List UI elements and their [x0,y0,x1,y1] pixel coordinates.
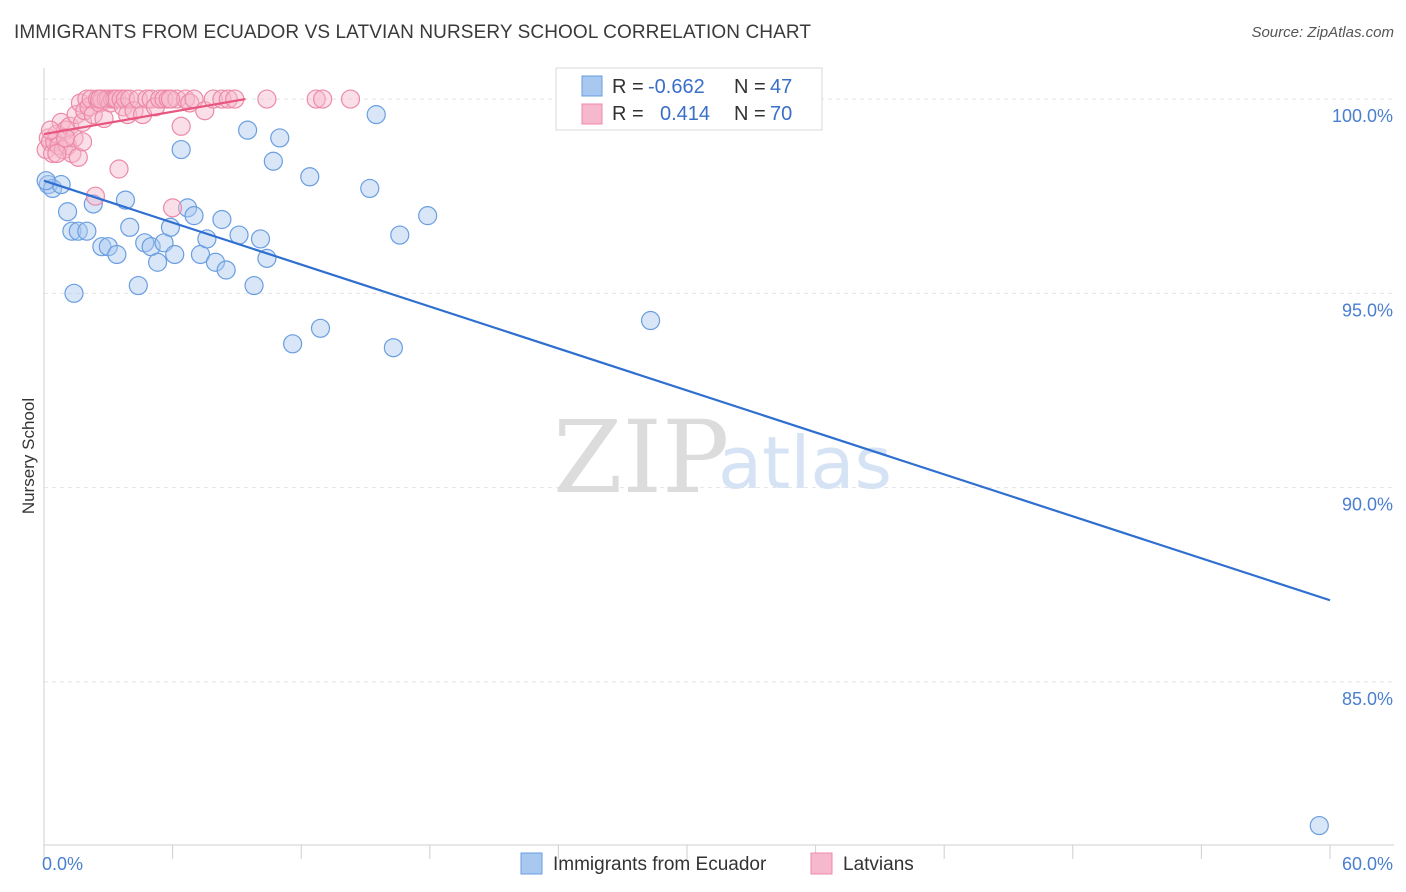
x-tick-label-1: 60.0% [1342,854,1393,874]
ecuador-point-34 [263,151,283,171]
latvians-point-61 [306,89,326,109]
legend-latvians-n-label: N = [734,103,766,125]
latvians-point-23 [85,186,106,206]
legend-ecuador-n-value: 47 [770,76,792,98]
series-legend-latvians-swatch [810,852,833,875]
ecuador-point-30 [238,120,258,140]
series-legend-ecuador-swatch [520,852,543,875]
latvians-point-34 [109,159,129,179]
ecuador-point-31 [244,275,264,296]
y-tick-labels: 100.0% 95.0% 90.0% 85.0% [1332,106,1393,709]
latvians-point-62 [313,89,333,109]
legend-latvians-r-label: R = [612,103,644,125]
ecuador-point-12 [115,190,136,210]
ecuador-point-9 [92,237,112,257]
ecuador-point-20 [165,244,185,265]
y-tick-label-3: 85.0% [1342,689,1393,709]
ecuador-trend-line [43,179,1331,602]
ecuador-point-6 [77,221,97,241]
latvians-point-15 [68,147,88,167]
series-legend-latvians-label: Latvians [843,854,914,875]
watermark-zip: ZIP [553,399,729,516]
ecuador-point-13 [120,217,140,237]
ecuador-point-26 [205,252,226,272]
y-tick-label-2: 90.0% [1342,495,1393,515]
y-tick-label-1: 95.0% [1342,300,1393,320]
ecuador-point-8 [83,194,103,214]
latvians-point-49 [163,198,183,218]
latvians-point-65 [47,143,67,164]
ecuador-point-38 [310,318,331,338]
latvians-point-3 [42,143,63,164]
series-legend: Immigrants from Ecuador Latvians [520,852,914,875]
ecuador-point-37 [300,167,320,187]
latvians-point-68 [90,89,110,109]
legend-latvians-r-value: 0.414 [660,103,710,125]
ecuador-point-36 [283,334,303,354]
y-tick-label-0: 100.0% [1332,106,1393,126]
legend-ecuador-r-value: -0.662 [648,76,705,98]
ecuador-point-39 [360,178,380,199]
x-tick-labels: 0.0% 60.0% [42,854,1393,874]
latvians-point-67 [72,132,93,152]
ecuador-point-4 [62,221,82,241]
ecuador-point-44 [640,310,661,331]
latvians-point-63 [340,89,361,109]
latvians-point-51 [171,116,191,136]
ecuador-point-32 [250,229,271,249]
legend-ecuador-swatch [581,75,603,97]
axes [43,68,1394,859]
latvians-point-69 [160,89,181,109]
ecuador-point-21 [171,139,191,160]
chart-title: IMMIGRANTS FROM ECUADOR VS LATVIAN NURSE… [14,22,812,43]
source-attribution: Source: ZipAtlas.com [1251,24,1394,41]
ecuador-point-40 [366,105,386,125]
ecuador-point-7 [64,283,84,303]
latvians-trend-line [43,97,246,136]
ecuador-point-28 [216,260,236,280]
x-tick-label-0: 0.0% [42,854,83,874]
watermark-atlas: atlas [718,421,892,505]
ecuador-point-42 [390,225,410,245]
series-legend-ecuador-label: Immigrants from Ecuador [553,854,767,875]
latvians-point-60 [257,89,277,109]
ecuador-point-23 [184,206,204,226]
ecuador-point-3 [57,202,78,222]
legend-latvians-n-value: 70 [770,103,792,125]
ecuador-point-27 [212,209,232,230]
series-latvians-points [36,89,361,218]
stats-legend: R = -0.662 N = 47 R = 0.414 N = 70 [555,67,823,131]
ecuador-point-17 [147,252,168,272]
ecuador-point-14 [128,275,148,296]
legend-latvians-swatch [581,103,603,125]
ecuador-point-45 [1309,815,1329,836]
legend-ecuador-n-label: N = [734,76,766,98]
ecuador-point-43 [418,206,438,226]
ecuador-point-2 [51,174,71,195]
ecuador-point-41 [383,338,403,358]
ecuador-point-11 [107,244,127,265]
legend-ecuador-r-label: R = [612,76,644,98]
ecuador-point-35 [270,128,290,148]
watermark: ZIP atlas [553,399,892,516]
trend-lines [43,97,1331,602]
ecuador-point-22 [178,198,198,218]
grid-lines [44,98,1394,683]
y-axis-label: Nursery School [19,398,38,514]
